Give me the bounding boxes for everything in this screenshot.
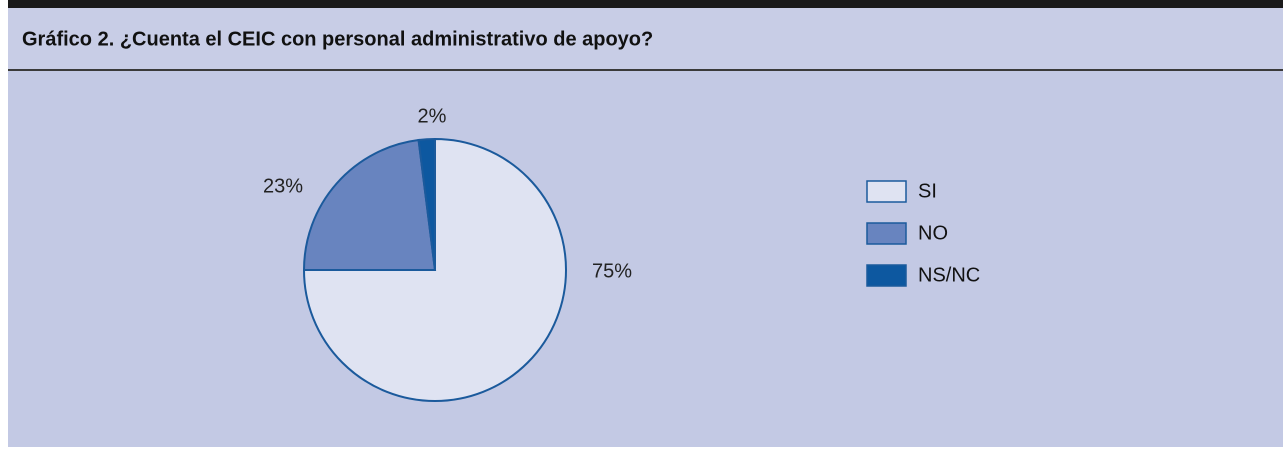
legend-label: NO [918,222,948,244]
top-bar [8,0,1283,8]
title-rule [8,69,1283,71]
plot-area [8,71,1283,447]
slice-label: 2% [418,105,447,127]
pie-slice [302,138,437,271]
legend-swatch [866,180,907,203]
legend-label: SI [918,180,937,202]
slice-label: 75% [592,260,632,282]
legend-swatch [866,222,907,245]
legend-swatch [866,264,907,287]
title-band [8,8,1283,70]
pie-slice [302,137,567,402]
slice-label: 23% [263,175,303,197]
pie-slice [417,137,436,271]
legend-label: NS/NC [918,264,980,286]
chart-title: Gráfico 2. ¿Cuenta el CEIC con personal … [22,28,653,50]
